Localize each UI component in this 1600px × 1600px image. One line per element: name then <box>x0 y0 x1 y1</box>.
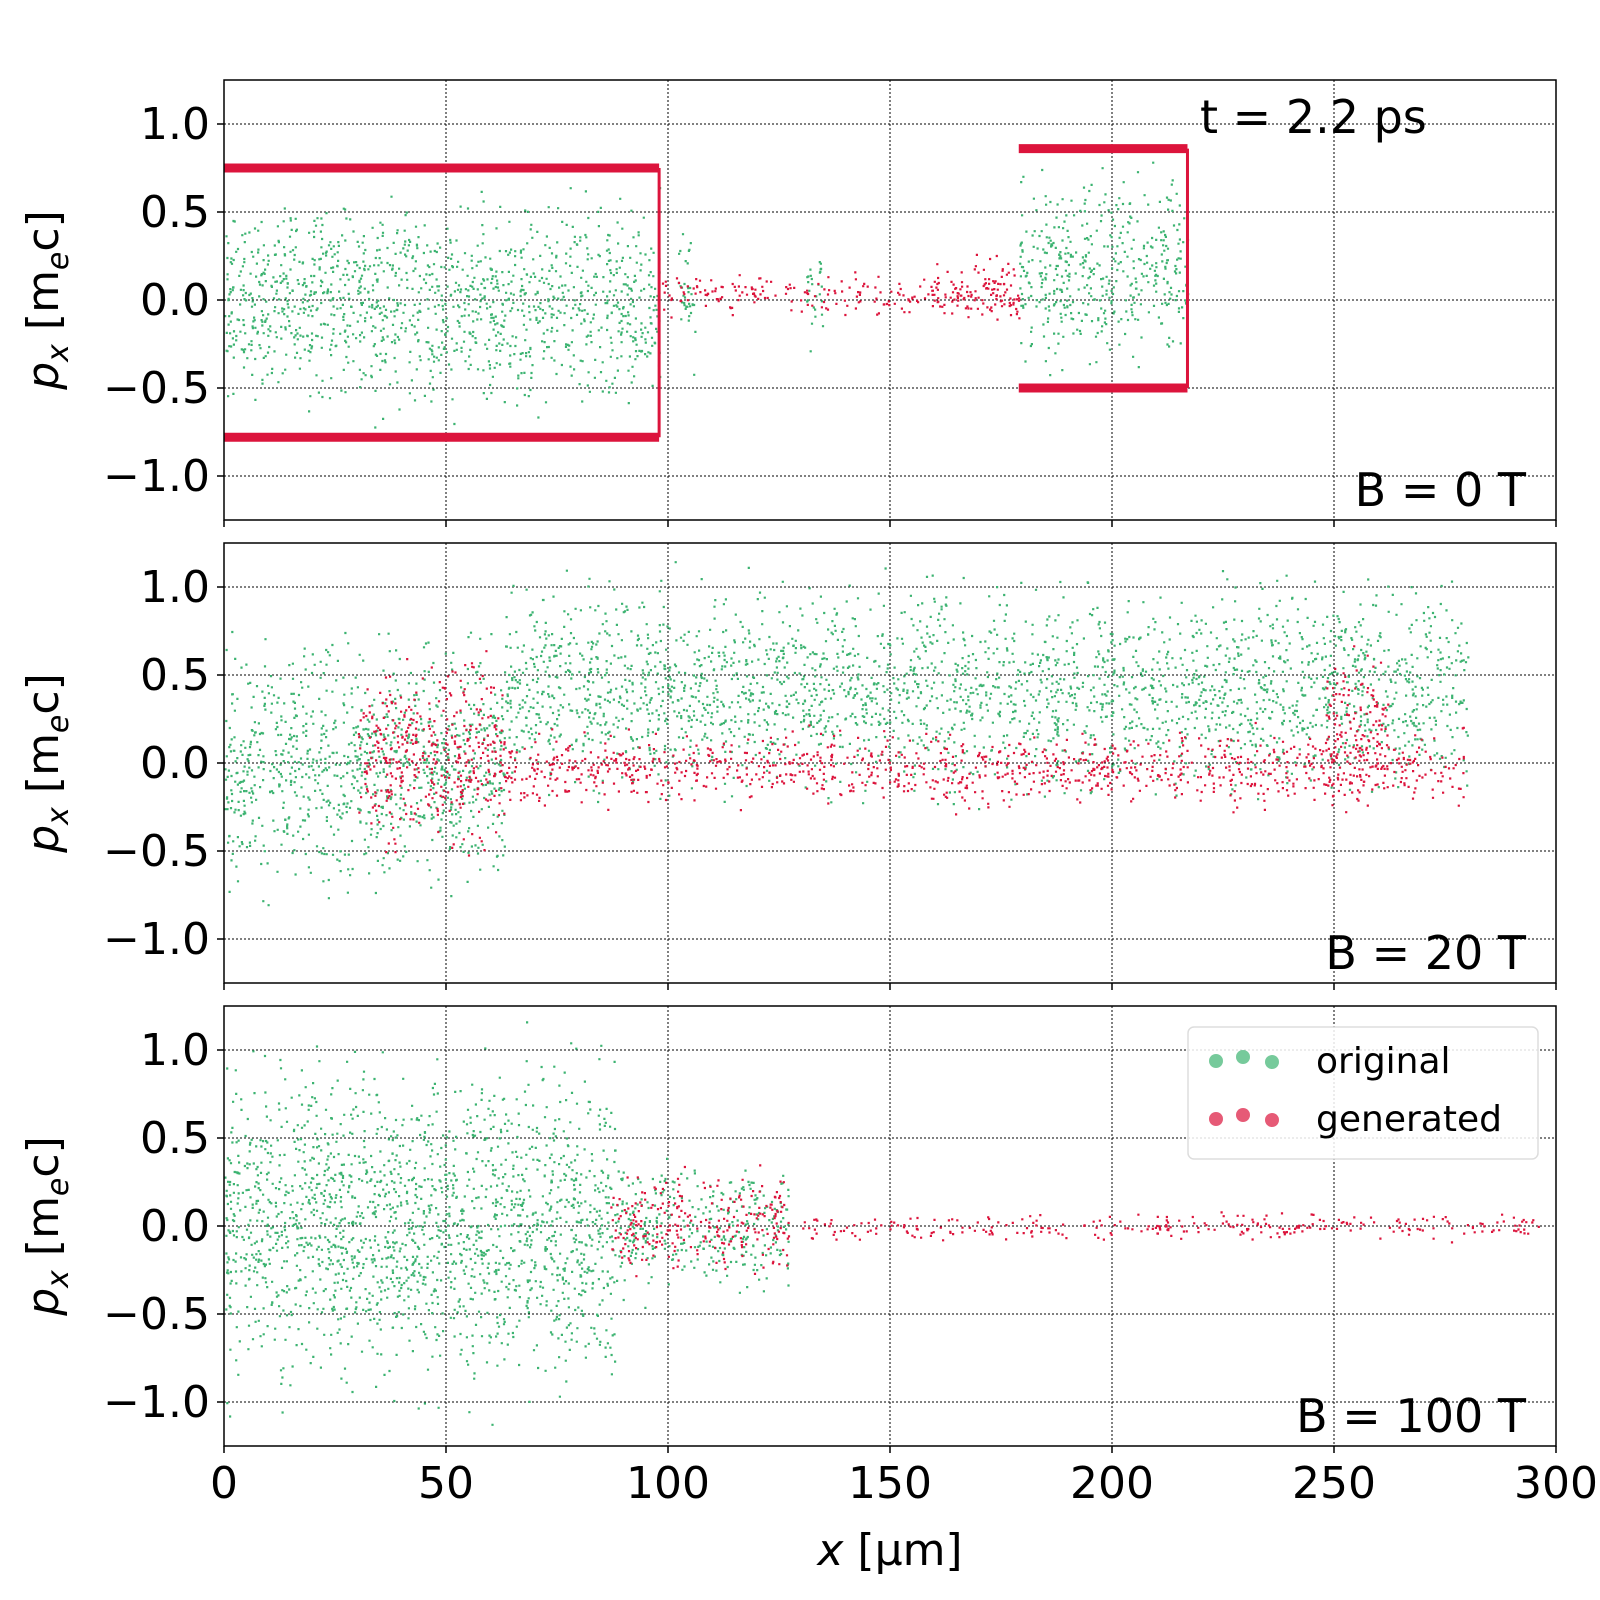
legend-label-generated: generated <box>1316 1099 1502 1140</box>
y-tick-label: −0.5 <box>103 826 210 877</box>
scatter-points <box>224 1021 1540 1426</box>
x-tick-label: 100 <box>626 1458 710 1509</box>
legend: original generated <box>1187 1026 1539 1160</box>
legend-label-original: original <box>1316 1041 1451 1082</box>
y-tick-label: 1.0 <box>140 99 210 150</box>
x-tick-label: 200 <box>1070 1458 1154 1509</box>
y-tick-label: 0.0 <box>140 738 210 789</box>
y-tick-label: −0.5 <box>103 1289 210 1340</box>
panel-label: B = 20 T <box>1325 926 1527 980</box>
scatter-points <box>224 144 1190 442</box>
scatter-region <box>224 630 506 907</box>
x-tick-label: 250 <box>1292 1458 1376 1509</box>
series-original <box>224 1021 790 1426</box>
x-axis-label: x [μm] <box>815 1525 962 1576</box>
legend-marker <box>1236 1050 1250 1064</box>
y-axis-label: px [mec] <box>18 210 76 391</box>
scatter-region <box>661 271 1021 319</box>
scatter-region <box>677 233 697 376</box>
y-tick-label: 1.0 <box>140 1025 210 1076</box>
y-tick-label: 0.5 <box>140 187 210 238</box>
panels: −1.0 −0.5 0.0 0.5 1.0 px [mec] B = 0 T −1.0 −0.5… <box>18 79 1598 1509</box>
scatter-region <box>504 561 1470 811</box>
scatter-region <box>806 261 825 353</box>
x-tick-label: 0 <box>210 1458 238 1509</box>
y-tick-label: 0.0 <box>140 275 210 326</box>
legend-marker <box>1236 1108 1250 1122</box>
y-axis-label: px [mec] <box>18 1136 76 1317</box>
y-tick-label: −1.0 <box>103 914 210 965</box>
y-tick-label: 0.5 <box>140 1113 210 1164</box>
scatter-region <box>936 253 1021 321</box>
y-tick-label: 1.0 <box>140 562 210 613</box>
legend-marker <box>1209 1112 1223 1126</box>
scatter-region <box>610 1164 791 1278</box>
x-tick-label: 300 <box>1514 1458 1598 1509</box>
grid <box>224 543 1556 983</box>
grid <box>224 80 1556 520</box>
series-original <box>224 161 1190 429</box>
y-tick-label: −1.0 <box>103 1377 210 1428</box>
scatter-region <box>614 1157 790 1309</box>
legend-marker <box>1265 1113 1279 1127</box>
legend-marker <box>1209 1054 1223 1068</box>
legend-marker <box>1265 1055 1279 1069</box>
series-generated <box>357 645 1465 857</box>
series-original <box>224 561 1470 907</box>
scatter-region <box>224 1021 617 1426</box>
scatter-points <box>224 561 1470 907</box>
series-generated <box>610 1164 1540 1278</box>
scatter-region <box>1019 161 1190 377</box>
series-generated <box>224 144 1189 442</box>
panel-3: −1.0 −0.5 0.0 0.5 1.0 0 50 100 150 200 250 300 px [m… <box>18 1005 1598 1509</box>
y-tick-label: 0.0 <box>140 1201 210 1252</box>
y-tick-label: −1.0 <box>103 451 210 502</box>
time-annotation: t = 2.2 ps <box>1200 90 1427 144</box>
y-tick-label: 0.5 <box>140 650 210 701</box>
scatter-region <box>802 1211 1540 1244</box>
y-tick-label: −0.5 <box>103 363 210 414</box>
panel-label: B = 100 T <box>1296 1389 1527 1443</box>
x-tick-label: 150 <box>848 1458 932 1509</box>
panel-1: −1.0 −0.5 0.0 0.5 1.0 px [mec] B = 0 T <box>18 79 1557 527</box>
scatter-region <box>224 187 662 429</box>
x-tick-label: 50 <box>418 1458 474 1509</box>
panel-2: −1.0 −0.5 0.0 0.5 1.0 px [mec] B = 20 T <box>18 542 1557 990</box>
y-axis-label: px [mec] <box>18 673 76 854</box>
panel-label: B = 0 T <box>1355 463 1527 517</box>
